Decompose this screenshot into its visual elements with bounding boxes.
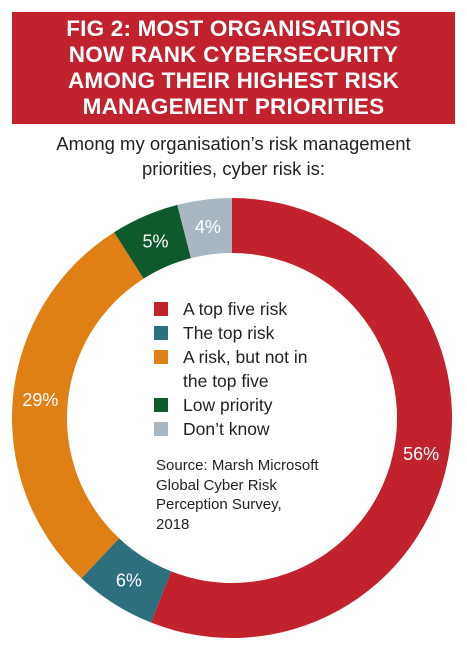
slice-label-top-risk: 6% <box>116 571 142 591</box>
title-banner: FIG 2: MOST ORGANISATIONS NOW RANK CYBER… <box>12 12 455 124</box>
title-line-3: AMONG THEIR HIGHEST RISK <box>67 68 400 93</box>
legend-label: A top five risk <box>183 299 288 319</box>
source-line: Perception Survey, <box>156 496 282 513</box>
legend-item-risk-not-top-five: A risk, but not in the top five <box>154 345 354 393</box>
slice-dont-know <box>177 198 232 259</box>
slice-top-five-risk <box>151 198 452 638</box>
legend-swatch <box>154 350 168 364</box>
legend: A top five risk The top risk A risk, but… <box>154 297 354 441</box>
legend-swatch <box>154 326 168 340</box>
slice-top-risk <box>81 538 172 623</box>
source-line: Global Cyber Risk <box>156 476 277 494</box>
legend-item-dont-know: Don’t know <box>154 417 354 441</box>
slice-low-priority <box>114 204 191 279</box>
title-line-2: NOW RANK CYBERSECURITY <box>68 42 399 67</box>
legend-label: Low priority <box>183 395 273 415</box>
legend-label: Don’t know <box>183 419 270 439</box>
title-line-1: FIG 2: MOST ORGANISATIONS <box>66 16 401 41</box>
legend-swatch <box>154 302 168 316</box>
source-line: Source: Marsh Microsoft <box>156 457 319 474</box>
slice-risk-not-top-five <box>11 232 144 579</box>
legend-item-low-priority: Low priority <box>154 393 354 417</box>
legend-swatch <box>154 422 168 436</box>
legend-item-top-risk: The top risk <box>154 321 354 345</box>
source-note: Source: Marsh Microsoft Global Cyber Ris… <box>156 456 356 534</box>
title-line-4: MANAGEMENT PRIORITIES <box>82 94 385 119</box>
legend-swatch <box>154 398 168 412</box>
legend-label: The top risk <box>183 323 275 343</box>
source-line: 2018 <box>156 515 190 533</box>
slice-label-risk-not-top-five: 29% <box>22 390 58 410</box>
slice-label-top-five-risk: 56% <box>403 444 439 464</box>
subtitle-line-2: priorities, cyber risk is: <box>142 158 325 179</box>
subtitle-line-1: Among my organisation’s risk management <box>56 133 411 154</box>
legend-item-top-five-risk: A top five risk <box>154 297 354 321</box>
slice-label-low-priority: 5% <box>143 231 169 251</box>
slice-label-dont-know: 4% <box>195 217 221 237</box>
legend-label: A risk, but not in the top five <box>183 347 308 391</box>
